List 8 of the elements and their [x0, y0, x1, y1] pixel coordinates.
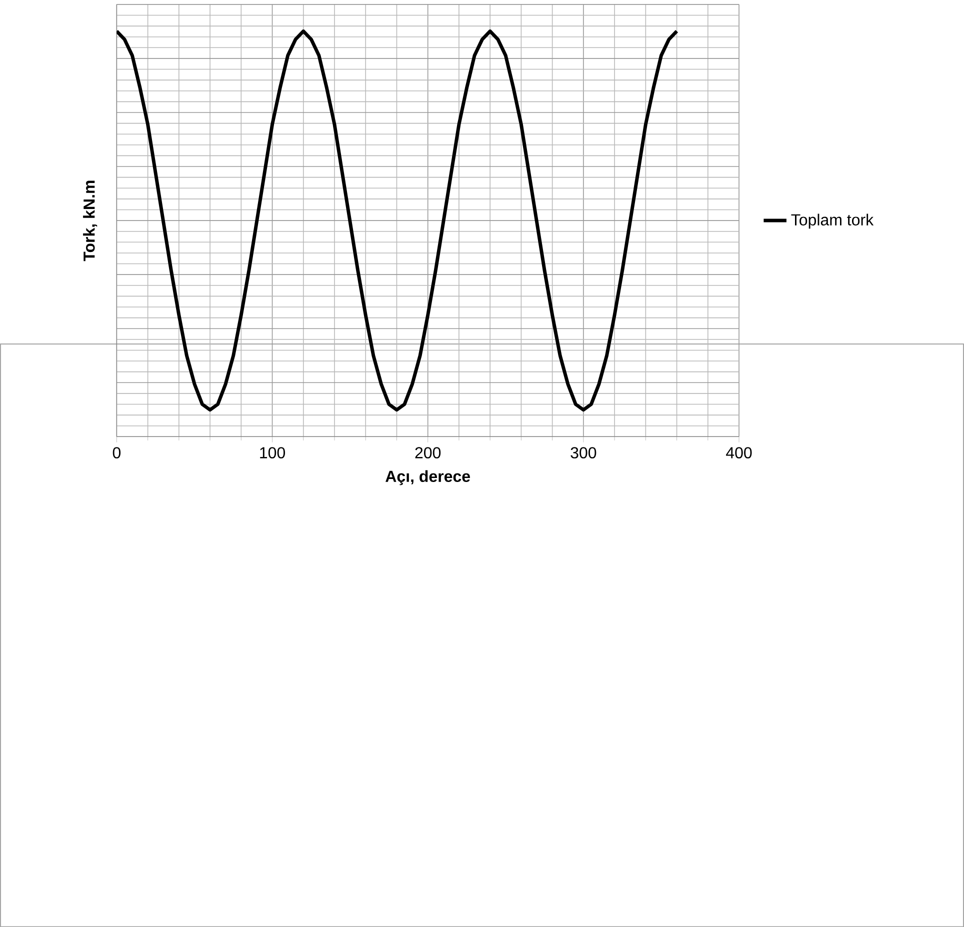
- y-axis-title: Tork, kN.m: [83, 180, 98, 262]
- x-tick-label: 100: [260, 446, 285, 458]
- legend-label: Toplam tork: [791, 214, 874, 229]
- x-tick-label: 0: [112, 446, 121, 458]
- x-tick-label: 200: [415, 446, 441, 458]
- x-tick-label: 300: [570, 446, 596, 458]
- x-axis-title: Açı, derece: [386, 470, 470, 486]
- x-tick-label: 400: [726, 446, 752, 458]
